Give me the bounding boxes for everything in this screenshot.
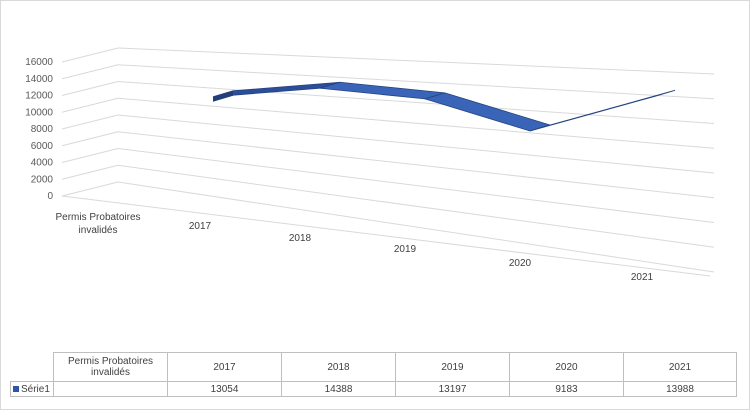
data-table-header-cell: 2018 [281, 352, 396, 382]
legend-key-icon [13, 385, 19, 392]
data-table-header-cell: 2020 [509, 352, 624, 382]
data-table-series-label: Série1 [10, 381, 54, 397]
side-gridline [61, 81, 119, 96]
series-ribbon-end [213, 90, 233, 102]
x-tick-label: 2021 [631, 272, 654, 283]
data-table-cell: 13054 [167, 381, 282, 397]
series-ribbon-segment [529, 89, 676, 132]
x-tick-label: 2017 [189, 221, 212, 232]
data-table-cell: 13988 [623, 381, 737, 397]
x-tick-label: 2020 [509, 258, 532, 269]
y-tick-label: 10000 [25, 107, 53, 118]
y-tick-label: 0 [47, 191, 53, 202]
y-tick-label: 6000 [31, 141, 54, 152]
y-tick-label: 14000 [25, 74, 53, 85]
back-gridline [117, 64, 715, 100]
side-gridline [61, 97, 119, 113]
floor-edge [61, 195, 711, 277]
series-name: Série1 [21, 383, 50, 395]
back-gridline [117, 131, 715, 199]
side-gridline [61, 181, 119, 197]
side-gridline [61, 114, 119, 130]
back-gridline [117, 81, 715, 124]
data-table-header-cell: Permis Probatoires invalidés [53, 352, 168, 382]
back-gridline [117, 148, 715, 223]
data-table-cell: 9183 [509, 381, 624, 397]
data-table-cell: 13197 [395, 381, 510, 397]
y-tick-label: 2000 [31, 174, 54, 185]
back-gridline [117, 164, 715, 248]
data-table-header-cell: 2017 [167, 352, 282, 382]
side-gridline [61, 131, 119, 147]
x-tick-label: 2018 [289, 233, 312, 244]
back-gridline [117, 47, 715, 75]
data-table-header-cell: 2021 [623, 352, 737, 382]
back-gridline [117, 114, 715, 174]
x-tick-label: 2019 [394, 244, 417, 255]
y-tick-label: 8000 [31, 124, 54, 135]
back-gridline [117, 97, 715, 149]
side-gridline [61, 164, 119, 180]
data-table-cell [53, 381, 168, 397]
y-tick-label: 12000 [25, 91, 53, 102]
y-tick-label: 4000 [31, 158, 54, 169]
data-table-corner [10, 352, 54, 382]
side-gridline [61, 47, 119, 63]
data-table-series-row: Série1 13054 14388 13197 9183 13988 [10, 381, 737, 397]
back-gridline [117, 181, 715, 273]
chart-area: 0 2000 4000 6000 8000 10000 12000 14000 16000 Per… [25, 47, 715, 283]
data-table-cell: 14388 [281, 381, 396, 397]
x-tick-label: Permis Probatoires invalidés [55, 212, 140, 236]
series-ribbon-segment [319, 81, 446, 100]
side-gridline [61, 148, 119, 163]
data-table-header-cell: 2019 [395, 352, 510, 382]
data-table: Permis Probatoires invalidés 2017 2018 2… [10, 352, 737, 397]
y-tick-label: 16000 [25, 57, 53, 68]
side-gridline [61, 64, 119, 80]
data-table-header-row: Permis Probatoires invalidés 2017 2018 2… [10, 352, 737, 382]
